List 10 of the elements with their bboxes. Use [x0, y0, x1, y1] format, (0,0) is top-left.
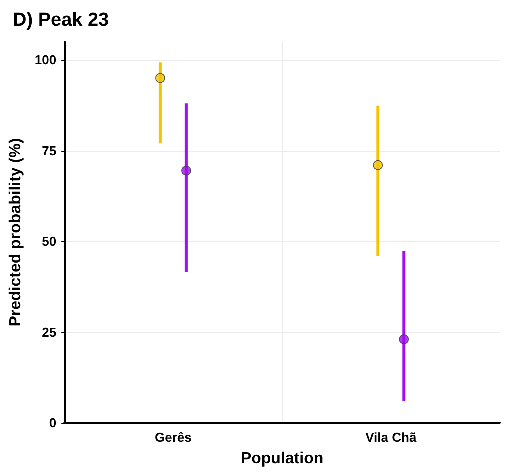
y-tick-label: 50: [42, 234, 57, 250]
y-axis-title: Predicted probability (%): [8, 138, 24, 327]
x-axis-title: Population: [240, 450, 324, 468]
y-tick-label: 0: [49, 416, 57, 430]
chart-title: D) Peak 23: [13, 10, 110, 31]
y-tick-label: 100: [34, 52, 57, 68]
x-tick-label: Gerês: [155, 430, 192, 445]
y-tick-label: 25: [42, 324, 57, 340]
y-tick-label: 75: [42, 143, 57, 158]
x-tick-label: Vila Chã: [366, 430, 418, 445]
